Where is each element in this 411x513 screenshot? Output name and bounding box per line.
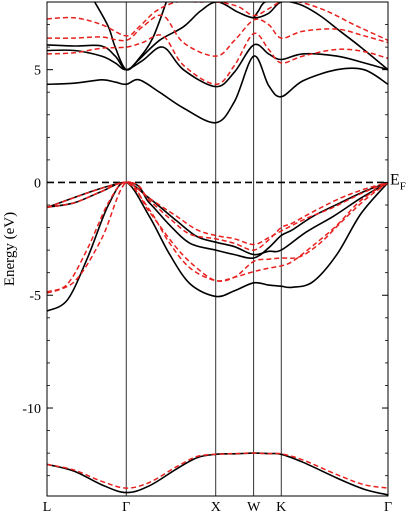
y-axis-label: Energy (eV) [2, 212, 18, 286]
dashed-band-line [47, 181, 388, 251]
x-tick-label: Γ [384, 500, 392, 513]
y-tick-label: -5 [29, 289, 41, 304]
high-symmetry-lines [125, 2, 282, 496]
y-axis-ticks: 5 0 -5 -10 [22, 24, 388, 477]
y-tick-label: -10 [22, 402, 41, 417]
x-tick-label: Γ [122, 500, 130, 513]
solid-band-line [47, 452, 388, 496]
band-series-group [47, 2, 388, 496]
x-tick-label: X [211, 500, 221, 513]
dashed-band-line [47, 32, 388, 86]
x-tick-label: K [276, 500, 286, 513]
solid-band-line [47, 2, 388, 71]
plot-frame [46, 1, 389, 497]
solid-band-line [47, 55, 388, 124]
x-tick-label: W [247, 500, 261, 513]
solid-band-line [47, 181, 388, 260]
dashed-band-line [47, 14, 388, 57]
y-tick-label: 5 [34, 64, 41, 79]
fermi-level-label-main: E [390, 171, 400, 188]
solid-band-line [47, 181, 388, 312]
solid-band-line [94, 2, 168, 71]
x-tick-label: L [43, 500, 52, 513]
dashed-band-line [47, 181, 388, 293]
dashed-band-line [47, 2, 388, 41]
fermi-level-label: EF [390, 171, 406, 192]
y-tick-label: 0 [34, 176, 41, 191]
fermi-level-label-subscript: F [400, 180, 406, 192]
